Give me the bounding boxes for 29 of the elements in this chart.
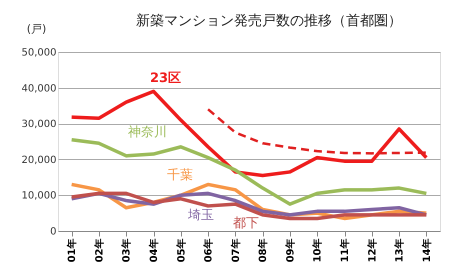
chart-title: 新築マンション発売戸数の推移（首都圏）	[136, 13, 402, 29]
x-tick-label: 11年	[339, 238, 351, 262]
x-tick-label: 02年	[93, 238, 106, 262]
x-tick-label: 05年	[175, 238, 188, 262]
y-tick-label: 30,000	[22, 119, 56, 130]
line-series	[206, 108, 428, 155]
x-tick-label: 03年	[120, 238, 133, 262]
series-label: 千葉	[167, 168, 193, 183]
series-label: 神奈川	[128, 125, 167, 140]
x-tick-label: 10年	[312, 238, 324, 262]
series-label: 埼玉	[187, 208, 214, 223]
y-tick-label: 0	[50, 226, 56, 238]
y-tick-label: 50,000	[22, 48, 56, 58]
x-tick-label: 09年	[284, 238, 296, 262]
series-label: 23区	[150, 71, 182, 86]
x-tick-label: 06年	[202, 238, 215, 262]
x-tick-label: 01年	[66, 238, 78, 262]
x-tick-label: 08年	[257, 238, 270, 262]
y-tick-label: 20,000	[22, 154, 56, 166]
y-tick-label: 10,000	[22, 190, 56, 202]
x-tick-label: 04年	[148, 238, 160, 262]
series-label: 都下	[233, 216, 259, 231]
y-axis-title: (戸)	[26, 22, 46, 36]
x-tick-label: 13年	[394, 238, 406, 262]
x-tick-label: 14年	[420, 238, 433, 262]
x-tick-label: 12年	[366, 238, 378, 262]
y-tick-label: 40,000	[22, 83, 56, 94]
line-series	[70, 138, 428, 206]
x-tick-label: 07年	[230, 238, 242, 262]
